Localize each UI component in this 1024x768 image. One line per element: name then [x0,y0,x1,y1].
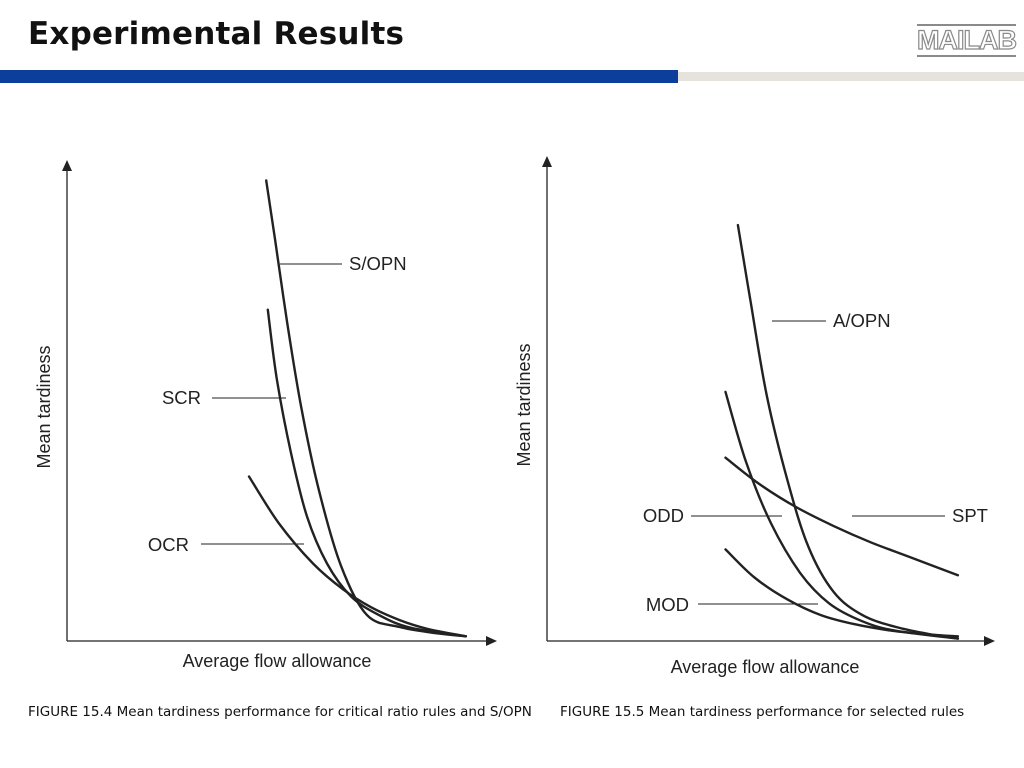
fig154-curve-s-opn [265,179,467,638]
fig155-label-a-opn: A/OPN [833,310,891,331]
fig155-y-axis-label: Mean tardiness [514,343,534,466]
fig155-curve-a-opn [736,223,960,640]
fig154-label-scr: SCR [162,387,201,408]
fig154-x-axis-label: Average flow allowance [183,651,372,671]
mailab-logo: MAILAB [916,24,1018,57]
figure-15-5-caption: FIGURE 15.5 Mean tardiness performance f… [560,704,965,720]
fig155-label-mod: MOD [646,594,689,615]
fig154-y-axis-label: Mean tardiness [34,345,54,468]
fig154-y-axis-arrow [62,160,72,171]
fig154-x-axis-arrow [486,636,497,646]
fig155-curve-spt [724,456,960,577]
slide-title: Experimental Results [28,16,405,52]
fig154-curve-ocr [247,475,467,638]
fig154-label-ocr: OCR [148,534,189,555]
fig155-label-odd: ODD [643,505,684,526]
fig155-curve-mod [724,548,960,638]
header-bar-blue [0,70,678,83]
figure-15-4-caption: FIGURE 15.4 Mean tardiness performance f… [28,704,532,720]
fig154-label-s-opn: S/OPN [349,253,407,274]
fig155-label-spt: SPT [952,505,988,526]
fig155-x-axis-arrow [984,636,995,646]
fig155-x-axis-label: Average flow allowance [671,657,860,677]
header-bar-gray [678,72,1024,81]
fig154-curve-scr [266,308,467,638]
fig155-y-axis-arrow [542,156,552,167]
